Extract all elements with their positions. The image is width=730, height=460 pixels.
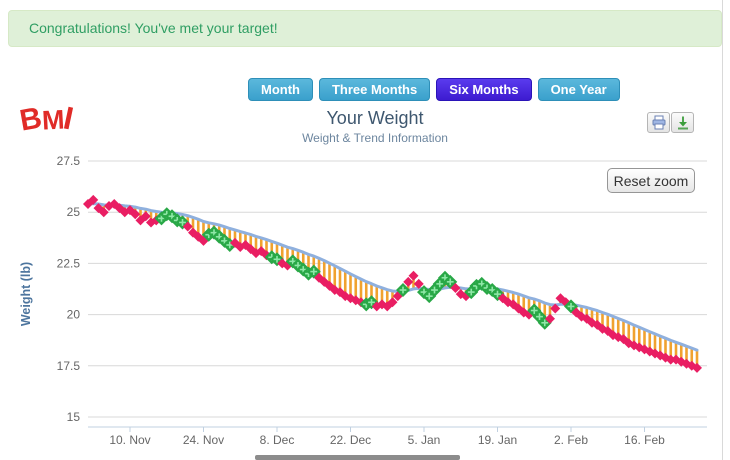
printer-icon [652, 115, 665, 129]
horizontal-scrollbar-thumb[interactable] [255, 455, 460, 460]
trend-line [86, 202, 699, 352]
print-button[interactable] [647, 112, 670, 133]
weight-marker-pink[interactable] [182, 221, 193, 232]
download-button[interactable] [671, 112, 694, 133]
range-button-six-months[interactable]: Six Months [436, 78, 532, 101]
weight-marker-pink[interactable] [88, 194, 99, 205]
weight-marker-pink[interactable] [413, 278, 424, 289]
range-button-one-year[interactable]: One Year [537, 78, 620, 101]
success-banner: Congratulations! You've met your target! [8, 10, 722, 47]
x-axis-label: 22. Dec [330, 433, 371, 447]
chart-subtitle: Weight & Trend Information [302, 131, 448, 145]
x-axis-label: 5. Jan [408, 433, 441, 447]
x-axis-label: 2. Feb [554, 433, 588, 447]
download-icon [677, 116, 688, 129]
range-button-three-months[interactable]: Three Months [318, 78, 431, 101]
weight-marker-pink[interactable] [403, 276, 414, 287]
weight-marker-pink[interactable] [130, 209, 141, 220]
y-axis-label: 25 [67, 205, 81, 219]
y-axis-label: 17.5 [57, 359, 81, 373]
y-axis-label: 15 [67, 410, 81, 424]
weight-marker-pink[interactable] [450, 282, 461, 293]
time-range-button-group: Month Three Months Six Months One Year [248, 78, 620, 101]
y-axis-title: Weight (lb) [19, 262, 33, 326]
x-axis-label: 10. Nov [109, 433, 150, 447]
x-axis-label: 16. Feb [624, 433, 665, 447]
y-axis-label: 22.5 [57, 256, 81, 270]
y-axis-label: 20 [67, 308, 81, 322]
chart-title: Your Weight [326, 108, 424, 128]
weight-marker-pink[interactable] [692, 362, 702, 373]
weight-marker-pink[interactable] [98, 207, 109, 218]
y-axis-label: 27.5 [57, 154, 81, 168]
weight-marker-pink[interactable] [387, 297, 398, 308]
reset-zoom-button[interactable]: Reset zoom [607, 168, 695, 193]
weight-marker-pink[interactable] [140, 211, 151, 222]
weight-marker-pink[interactable] [408, 270, 419, 281]
x-axis-label: 24. Nov [183, 433, 224, 447]
weight-marker-pink[interactable] [545, 313, 555, 324]
weight-marker-pink[interactable] [665, 354, 676, 365]
weight-marker-pink[interactable] [261, 250, 272, 261]
x-axis-label: 19. Jan [478, 433, 517, 447]
right-scrollbar-border [722, 0, 723, 460]
range-button-month[interactable]: Month [248, 78, 313, 101]
x-axis-label: 8. Dec [260, 433, 295, 447]
weight-marker-pink[interactable] [550, 303, 561, 314]
